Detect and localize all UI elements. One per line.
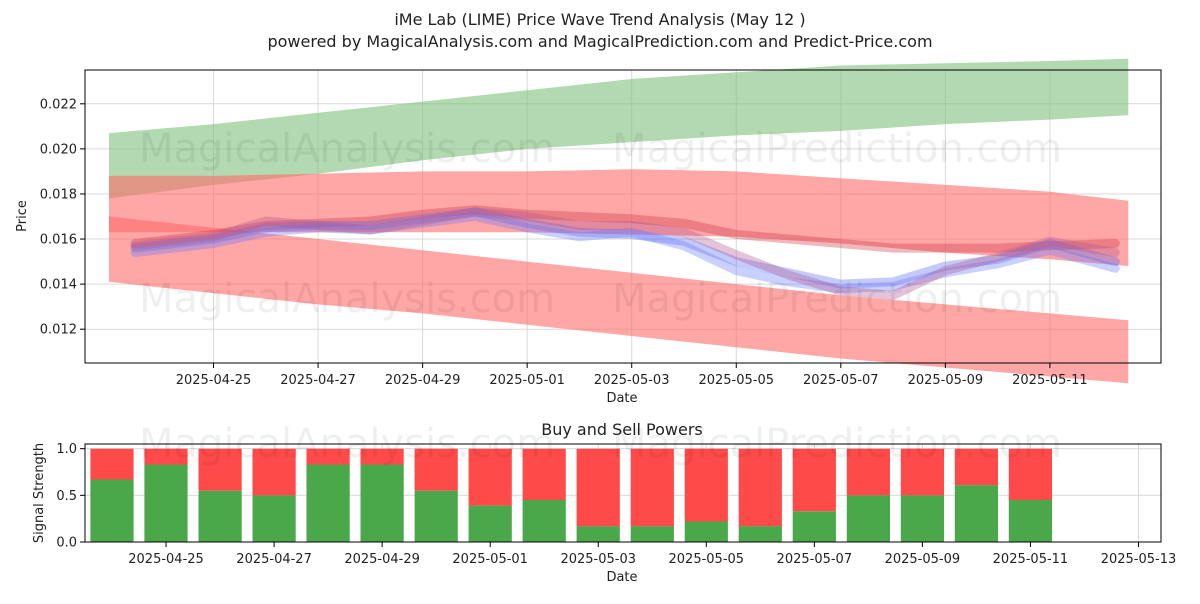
buy-power-bar xyxy=(954,485,998,542)
price-y-axis-label: Price xyxy=(15,200,30,232)
sell-power-bar xyxy=(306,448,350,465)
sell-power-bar xyxy=(846,448,890,496)
x-tick-label: 2025-04-27 xyxy=(280,373,356,388)
sell-power-bar xyxy=(414,448,458,491)
x-tick-label: 2025-05-09 xyxy=(908,373,984,388)
y-tick-label: 0.020 xyxy=(40,142,77,157)
x-tick-label: 2025-04-29 xyxy=(385,373,461,388)
sell-power-bar xyxy=(576,448,620,527)
trend-band-3 xyxy=(109,216,1129,384)
price-plot-frame xyxy=(84,69,1162,364)
watermark-prediction: MagicalPrediction.com xyxy=(612,276,1062,322)
x-tick-label: 2025-04-29 xyxy=(344,552,420,567)
y-tick-label: 0.016 xyxy=(40,233,77,248)
chart-subtitle: powered by MagicalAnalysis.com and Magic… xyxy=(267,32,932,51)
y-tick-label: 1.0 xyxy=(56,442,77,457)
sell-power-bar xyxy=(738,448,782,527)
price-y-ticks: 0.012 0.014 0.016 0.018 0.020 0.022 xyxy=(40,97,85,338)
x-tick-label: 2025-05-05 xyxy=(698,373,774,388)
wave-line-2 xyxy=(130,207,1120,289)
y-tick-label: 0.018 xyxy=(40,187,77,202)
x-tick-label: 2025-05-09 xyxy=(885,552,961,567)
buy-power-bar xyxy=(576,526,620,542)
signal-chart-title: Buy and Sell Powers xyxy=(541,420,703,439)
sell-power-bar xyxy=(900,448,944,496)
price-x-ticks: 2025-04-25 2025-04-27 2025-04-29 2025-05-01… xyxy=(176,363,1088,388)
buy-power-bar xyxy=(846,495,890,542)
buy-power-bar xyxy=(144,464,188,542)
sell-power-bar xyxy=(144,448,188,465)
sell-power-bar xyxy=(90,448,134,480)
x-tick-label: 2025-05-07 xyxy=(803,373,879,388)
price-bands xyxy=(109,58,1129,384)
sell-power-bar xyxy=(252,448,296,496)
sell-power-bar xyxy=(360,448,404,465)
buy-power-bar xyxy=(306,464,350,542)
signal-x-ticks: 2025-04-25 2025-04-27 2025-04-29 2025-05-01… xyxy=(128,542,1176,567)
price-watermarks: MagicalAnalysis.com MagicalPrediction.co… xyxy=(139,126,1062,322)
y-tick-label: 0.0 xyxy=(56,536,77,551)
watermark-analysis: MagicalAnalysis.com xyxy=(139,126,555,172)
x-tick-label: 2025-05-13 xyxy=(1101,552,1177,567)
x-tick-label: 2025-05-07 xyxy=(777,552,853,567)
buy-power-bar xyxy=(738,526,782,542)
x-tick-label: 2025-05-11 xyxy=(993,552,1069,567)
signal-y-axis-label: Signal Strength xyxy=(32,443,47,543)
sell-power-bar xyxy=(522,448,566,500)
sell-power-bar xyxy=(792,448,836,512)
signal-y-ticks: 0.0 0.5 1.0 xyxy=(56,442,85,551)
signal-bars xyxy=(90,448,1052,542)
x-tick-label: 2025-04-25 xyxy=(128,552,204,567)
buy-power-bar xyxy=(522,500,566,542)
x-tick-label: 2025-05-11 xyxy=(1012,373,1088,388)
trend-band-2 xyxy=(109,169,1129,267)
x-tick-label: 2025-05-03 xyxy=(594,373,670,388)
x-tick-label: 2025-04-25 xyxy=(176,373,252,388)
trend-band-1 xyxy=(109,58,1129,199)
watermark-prediction: MagicalPrediction.com xyxy=(612,126,1062,172)
x-tick-label: 2025-05-03 xyxy=(560,552,636,567)
y-tick-label: 0.012 xyxy=(40,323,77,338)
signal-x-axis-label: Date xyxy=(606,570,637,585)
buy-power-bar xyxy=(684,521,728,542)
sell-power-bar xyxy=(198,448,242,491)
sell-power-bar xyxy=(684,448,728,522)
signal-plot-frame xyxy=(84,443,1162,543)
sell-power-bar xyxy=(1008,448,1052,500)
y-tick-label: 0.022 xyxy=(40,97,77,112)
buy-power-bar xyxy=(360,464,404,542)
x-tick-label: 2025-05-01 xyxy=(452,552,528,567)
wave-line-1 xyxy=(130,205,1120,253)
sell-power-bar xyxy=(954,448,998,486)
wave-line-3 xyxy=(130,212,1120,294)
buy-power-bar xyxy=(900,495,944,542)
watermark-analysis: MagicalAnalysis.com xyxy=(139,276,555,322)
chart-title: iMe Lab (LIME) Price Wave Trend Analysis… xyxy=(394,10,805,29)
wave-line-4 xyxy=(130,207,1120,300)
sell-power-bar xyxy=(468,448,512,506)
x-tick-label: 2025-05-05 xyxy=(669,552,745,567)
buy-power-bar xyxy=(792,511,836,542)
buy-power-bar xyxy=(90,479,134,542)
buy-power-bar xyxy=(630,526,674,542)
sell-power-bar xyxy=(630,448,674,527)
buy-power-bar xyxy=(414,490,458,542)
y-tick-label: 0.5 xyxy=(56,489,77,504)
buy-power-bar xyxy=(468,505,512,542)
x-tick-label: 2025-05-01 xyxy=(489,373,565,388)
buy-power-bar xyxy=(198,490,242,542)
x-tick-label: 2025-04-27 xyxy=(236,552,312,567)
y-tick-label: 0.014 xyxy=(40,278,77,293)
buy-power-bar xyxy=(1008,500,1052,542)
price-x-axis-label: Date xyxy=(606,391,637,406)
price-wave-series xyxy=(130,205,1120,300)
buy-power-bar xyxy=(252,495,296,542)
